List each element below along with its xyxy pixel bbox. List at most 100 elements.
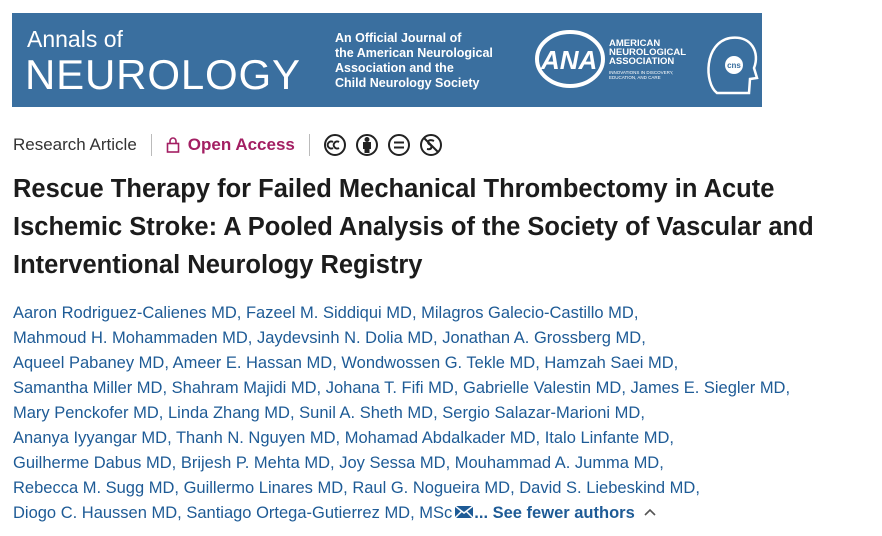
author-name[interactable]: Mary Penckofer MD [13, 404, 159, 422]
author-separator: , [236, 304, 242, 322]
caret [644, 508, 656, 516]
author-name[interactable]: David S. Liebeskind MD [519, 479, 696, 497]
lock-icon [166, 137, 180, 153]
envelope-flap [454, 505, 474, 519]
author-separator: , [289, 404, 295, 422]
author-name[interactable]: Aaron Rodriguez-Calienes MD [13, 304, 237, 322]
author-separator: , [453, 379, 459, 397]
author-name[interactable]: Johana T. Fifi MD [325, 379, 454, 397]
author-name[interactable]: Mouhammad A. Jumma MD [454, 454, 660, 472]
author-name[interactable]: Hamzah Saei MD [544, 354, 674, 372]
author-name[interactable]: Jonathan A. Grossberg MD [442, 329, 642, 347]
see-fewer-authors[interactable]: ... See fewer authors [474, 504, 635, 522]
author-separator: , [621, 379, 626, 397]
article-meta: Research Article Open Access [13, 133, 454, 157]
statement-line: Child Neurology Society [335, 76, 480, 90]
author-separator: , [673, 354, 679, 372]
author-separator: , [695, 479, 700, 497]
author-separator: , [633, 304, 639, 322]
author-separator: , [158, 404, 164, 422]
author-separator: , [785, 379, 791, 397]
author-separator: , [316, 379, 322, 397]
author-name[interactable]: Linda Zhang MD [167, 404, 290, 422]
statement-line: An Official Journal of [335, 31, 462, 45]
author-separator: , [411, 304, 417, 322]
article-type: Research Article [13, 135, 137, 154]
ana-logo: ANA [540, 45, 597, 75]
author-separator: , [247, 329, 253, 347]
author-name[interactable]: Brijesh P. Mehta MD [180, 454, 330, 472]
author-name[interactable]: Shahram Majidi MD [171, 379, 317, 397]
author-name[interactable]: Sunil A. Sheth MD [299, 404, 434, 422]
author-line: Mary Penckofer MD, Linda Zhang MD, Sunil… [13, 401, 790, 426]
author-separator: , [164, 354, 169, 372]
author-line: Aqueel Pabaney MD, Ameer E. Hassan MD, W… [13, 351, 790, 376]
author-name[interactable]: Italo Linfante MD [544, 429, 670, 447]
author-separator: , [330, 454, 335, 472]
author-separator: , [167, 429, 172, 447]
author-separator: , [174, 479, 179, 497]
divider [150, 134, 152, 156]
open-access-label: Open Access [187, 135, 295, 154]
cns-badge [725, 56, 743, 74]
author-separator: , [335, 429, 341, 447]
caret-up[interactable] [641, 506, 659, 518]
author-name[interactable]: Fazeel M. Siddiqui MD [245, 304, 412, 322]
author-name[interactable]: Aqueel Pabaney MD [13, 354, 165, 372]
ana-tagline-line: EDUCATION, AND CARE [609, 75, 661, 80]
author-name[interactable]: Santiago Ortega-Gutierrez MD, MSc [186, 504, 453, 522]
author-line: Rebecca M. Sugg MD, Guillermo Linares MD… [13, 476, 790, 501]
author-name[interactable]: Jaydevsinh N. Dolia MD [256, 329, 434, 347]
author-separator: , [445, 454, 451, 472]
author-name[interactable]: James E. Siegler MD [630, 379, 786, 397]
author-separator: , [343, 479, 348, 497]
author-line: Samantha Miller MD, Shahram Majidi MD, J… [13, 376, 790, 401]
author-separator: , [177, 504, 182, 522]
author-name[interactable]: Guilherme Dabus MD [13, 454, 172, 472]
author-separator: , [332, 354, 337, 372]
email-icon[interactable] [454, 505, 474, 519]
author-line: Aaron Rodriguez-Calienes MD, Fazeel M. S… [13, 301, 790, 326]
ana-ring [535, 30, 605, 88]
author-name[interactable]: Samantha Miller MD [13, 379, 163, 397]
author-name[interactable]: Raul G. Nogueira MD [352, 479, 511, 497]
author-name[interactable]: Thanh N. Nguyen MD [175, 429, 336, 447]
author-name[interactable]: Rebecca M. Sugg MD [13, 479, 175, 497]
ana-name-line: ASSOCIATION [609, 56, 674, 67]
statement-line: the American Neurological [335, 46, 493, 60]
author-name[interactable]: Sergio Salazar-Marioni MD [442, 404, 641, 422]
ana-tagline: INNOVATIONS IN DISCOVERY,EDUCATION, AND … [609, 70, 673, 80]
author-separator: , [669, 429, 675, 447]
journal-name-large: NEUROLOGY [25, 51, 300, 98]
author-separator: , [171, 454, 177, 472]
author-name[interactable]: Ananya Iyyangar MD [13, 429, 168, 447]
author-name[interactable]: Diogo C. Haussen MD [13, 504, 178, 522]
author-line: Guilherme Dabus MD, Brijesh P. Mehta MD,… [13, 451, 790, 476]
author-line: Mahmoud H. Mohammaden MD, Jaydevsinh N. … [13, 326, 790, 351]
cns-logo: cns [727, 61, 741, 70]
statement-line: Association and the [335, 61, 454, 75]
author-name[interactable]: Ameer E. Hassan MD [172, 354, 333, 372]
author-name[interactable]: Guillermo Linares MD [183, 479, 344, 497]
author-name[interactable]: Joy Sessa MD [339, 454, 446, 472]
author-separator: , [162, 379, 168, 397]
article-title: Rescue Therapy for Failed Mechanical Thr… [13, 175, 814, 279]
author-name[interactable]: Mahmoud H. Mohammaden MD [13, 329, 248, 347]
open-access[interactable]: Open Access [166, 135, 295, 155]
author-name[interactable]: Gabrielle Valestin MD [462, 379, 622, 397]
license-icons[interactable] [323, 132, 454, 158]
author-name[interactable]: Milagros Galecio-Castillo MD [421, 304, 634, 322]
journal-banner: Annals of NEUROLOGY An Official Journal … [12, 13, 762, 107]
author-separator: , [510, 479, 515, 497]
author-name[interactable]: Wondwossen G. Tekle MD [341, 354, 536, 372]
journal-name-small: Annals of [27, 26, 124, 52]
author-name[interactable]: Mohamad Abdalkader MD [344, 429, 536, 447]
author-line: Ananya Iyyangar MD, Thanh N. Nguyen MD, … [13, 426, 790, 451]
author-separator: , [433, 404, 438, 422]
author-list: Aaron Rodriguez-Calienes MD, Fazeel M. S… [13, 301, 790, 526]
author-separator: , [659, 454, 664, 472]
author-separator: , [433, 329, 438, 347]
